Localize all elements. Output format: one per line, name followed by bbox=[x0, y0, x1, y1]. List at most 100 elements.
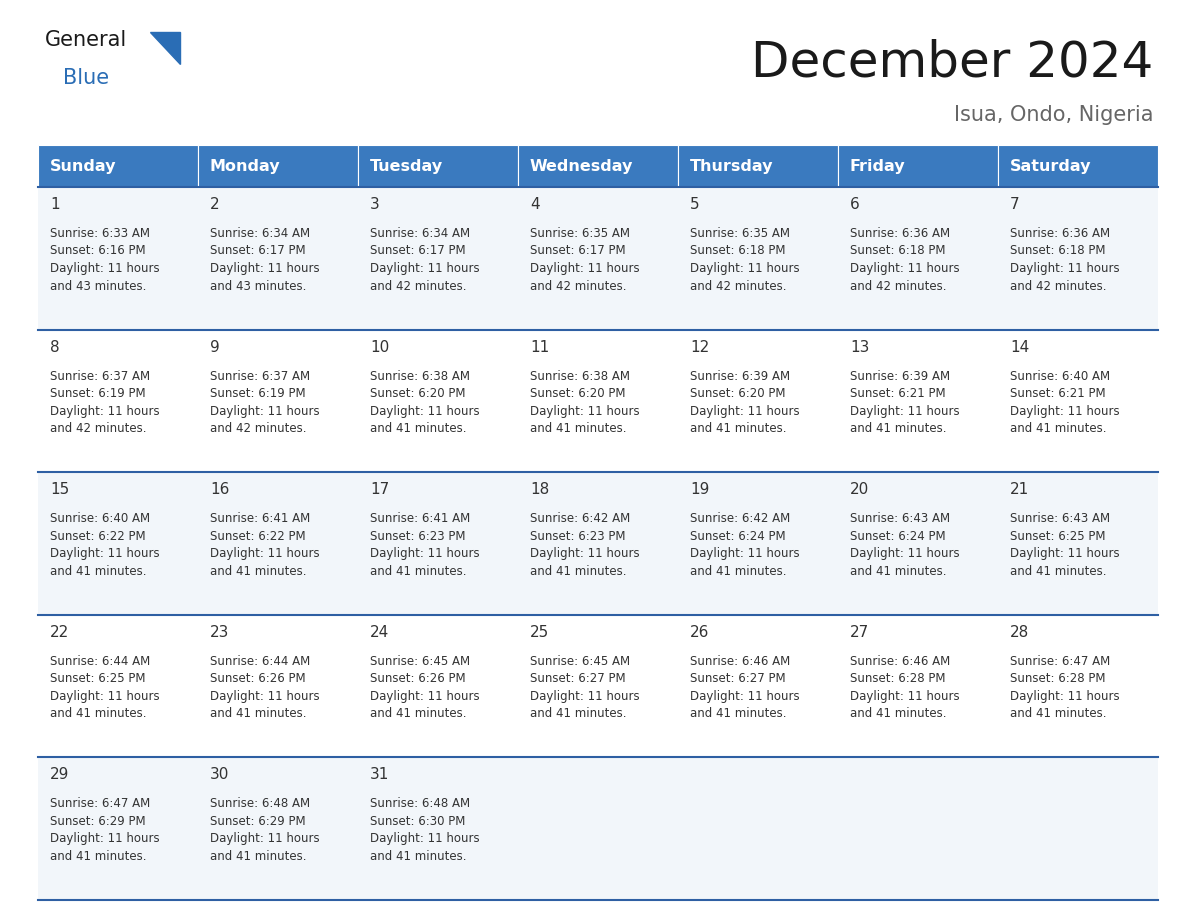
Text: 25: 25 bbox=[530, 625, 549, 640]
Text: 8: 8 bbox=[50, 340, 59, 354]
Text: Sunrise: 6:48 AM
Sunset: 6:30 PM
Daylight: 11 hours
and 41 minutes.: Sunrise: 6:48 AM Sunset: 6:30 PM Dayligh… bbox=[369, 798, 480, 863]
Bar bbox=[998, 187, 1158, 330]
Text: 28: 28 bbox=[1010, 625, 1029, 640]
Bar bbox=[678, 472, 838, 615]
Bar bbox=[518, 472, 678, 615]
Bar bbox=[518, 757, 678, 900]
Bar bbox=[838, 145, 998, 187]
Bar bbox=[358, 757, 518, 900]
Text: Sunrise: 6:40 AM
Sunset: 6:22 PM
Daylight: 11 hours
and 41 minutes.: Sunrise: 6:40 AM Sunset: 6:22 PM Dayligh… bbox=[50, 512, 159, 577]
Bar bbox=[838, 615, 998, 757]
Text: Sunrise: 6:34 AM
Sunset: 6:17 PM
Daylight: 11 hours
and 43 minutes.: Sunrise: 6:34 AM Sunset: 6:17 PM Dayligh… bbox=[210, 227, 320, 293]
Text: Sunrise: 6:36 AM
Sunset: 6:18 PM
Daylight: 11 hours
and 42 minutes.: Sunrise: 6:36 AM Sunset: 6:18 PM Dayligh… bbox=[1010, 227, 1119, 293]
Text: Sunrise: 6:33 AM
Sunset: 6:16 PM
Daylight: 11 hours
and 43 minutes.: Sunrise: 6:33 AM Sunset: 6:16 PM Dayligh… bbox=[50, 227, 159, 293]
Text: Sunrise: 6:41 AM
Sunset: 6:23 PM
Daylight: 11 hours
and 41 minutes.: Sunrise: 6:41 AM Sunset: 6:23 PM Dayligh… bbox=[369, 512, 480, 577]
Text: 15: 15 bbox=[50, 482, 69, 498]
Bar bbox=[678, 757, 838, 900]
Bar bbox=[38, 472, 198, 615]
Text: December 2024: December 2024 bbox=[751, 38, 1154, 86]
Text: Sunrise: 6:41 AM
Sunset: 6:22 PM
Daylight: 11 hours
and 41 minutes.: Sunrise: 6:41 AM Sunset: 6:22 PM Dayligh… bbox=[210, 512, 320, 577]
Text: 18: 18 bbox=[530, 482, 549, 498]
Bar bbox=[838, 330, 998, 472]
Text: Sunrise: 6:48 AM
Sunset: 6:29 PM
Daylight: 11 hours
and 41 minutes.: Sunrise: 6:48 AM Sunset: 6:29 PM Dayligh… bbox=[210, 798, 320, 863]
Bar bbox=[358, 615, 518, 757]
Text: Blue: Blue bbox=[63, 68, 109, 88]
Text: 21: 21 bbox=[1010, 482, 1029, 498]
Text: 26: 26 bbox=[690, 625, 709, 640]
Text: 10: 10 bbox=[369, 340, 390, 354]
Text: Sunrise: 6:37 AM
Sunset: 6:19 PM
Daylight: 11 hours
and 42 minutes.: Sunrise: 6:37 AM Sunset: 6:19 PM Dayligh… bbox=[210, 370, 320, 435]
Text: Saturday: Saturday bbox=[1010, 159, 1092, 174]
Text: Sunrise: 6:45 AM
Sunset: 6:27 PM
Daylight: 11 hours
and 41 minutes.: Sunrise: 6:45 AM Sunset: 6:27 PM Dayligh… bbox=[530, 655, 639, 721]
Bar bbox=[198, 145, 358, 187]
Bar bbox=[198, 472, 358, 615]
Text: Sunrise: 6:34 AM
Sunset: 6:17 PM
Daylight: 11 hours
and 42 minutes.: Sunrise: 6:34 AM Sunset: 6:17 PM Dayligh… bbox=[369, 227, 480, 293]
Text: 4: 4 bbox=[530, 197, 539, 212]
Bar bbox=[38, 757, 198, 900]
Bar bbox=[998, 330, 1158, 472]
Bar bbox=[998, 145, 1158, 187]
Text: Sunrise: 6:38 AM
Sunset: 6:20 PM
Daylight: 11 hours
and 41 minutes.: Sunrise: 6:38 AM Sunset: 6:20 PM Dayligh… bbox=[369, 370, 480, 435]
Text: Sunrise: 6:39 AM
Sunset: 6:21 PM
Daylight: 11 hours
and 41 minutes.: Sunrise: 6:39 AM Sunset: 6:21 PM Dayligh… bbox=[849, 370, 960, 435]
Text: Sunrise: 6:45 AM
Sunset: 6:26 PM
Daylight: 11 hours
and 41 minutes.: Sunrise: 6:45 AM Sunset: 6:26 PM Dayligh… bbox=[369, 655, 480, 721]
Bar bbox=[358, 472, 518, 615]
Bar bbox=[38, 615, 198, 757]
Text: Sunrise: 6:47 AM
Sunset: 6:28 PM
Daylight: 11 hours
and 41 minutes.: Sunrise: 6:47 AM Sunset: 6:28 PM Dayligh… bbox=[1010, 655, 1119, 721]
Text: 13: 13 bbox=[849, 340, 870, 354]
Bar bbox=[38, 330, 198, 472]
Text: Sunrise: 6:39 AM
Sunset: 6:20 PM
Daylight: 11 hours
and 41 minutes.: Sunrise: 6:39 AM Sunset: 6:20 PM Dayligh… bbox=[690, 370, 800, 435]
Bar bbox=[518, 187, 678, 330]
Text: Sunrise: 6:42 AM
Sunset: 6:24 PM
Daylight: 11 hours
and 41 minutes.: Sunrise: 6:42 AM Sunset: 6:24 PM Dayligh… bbox=[690, 512, 800, 577]
Text: Sunday: Sunday bbox=[50, 159, 116, 174]
Bar bbox=[998, 615, 1158, 757]
Text: Sunrise: 6:40 AM
Sunset: 6:21 PM
Daylight: 11 hours
and 41 minutes.: Sunrise: 6:40 AM Sunset: 6:21 PM Dayligh… bbox=[1010, 370, 1119, 435]
Text: Sunrise: 6:47 AM
Sunset: 6:29 PM
Daylight: 11 hours
and 41 minutes.: Sunrise: 6:47 AM Sunset: 6:29 PM Dayligh… bbox=[50, 798, 159, 863]
Bar bbox=[198, 187, 358, 330]
Bar bbox=[678, 145, 838, 187]
Text: General: General bbox=[45, 30, 127, 50]
Text: Sunrise: 6:44 AM
Sunset: 6:25 PM
Daylight: 11 hours
and 41 minutes.: Sunrise: 6:44 AM Sunset: 6:25 PM Dayligh… bbox=[50, 655, 159, 721]
Text: 12: 12 bbox=[690, 340, 709, 354]
Text: 24: 24 bbox=[369, 625, 390, 640]
Bar bbox=[198, 330, 358, 472]
Bar bbox=[198, 615, 358, 757]
Bar bbox=[198, 757, 358, 900]
Text: 2: 2 bbox=[210, 197, 220, 212]
Bar bbox=[358, 145, 518, 187]
Text: Sunrise: 6:38 AM
Sunset: 6:20 PM
Daylight: 11 hours
and 41 minutes.: Sunrise: 6:38 AM Sunset: 6:20 PM Dayligh… bbox=[530, 370, 639, 435]
Text: 20: 20 bbox=[849, 482, 870, 498]
Text: Sunrise: 6:43 AM
Sunset: 6:25 PM
Daylight: 11 hours
and 41 minutes.: Sunrise: 6:43 AM Sunset: 6:25 PM Dayligh… bbox=[1010, 512, 1119, 577]
Text: 31: 31 bbox=[369, 767, 390, 782]
Bar bbox=[838, 187, 998, 330]
Text: Sunrise: 6:36 AM
Sunset: 6:18 PM
Daylight: 11 hours
and 42 minutes.: Sunrise: 6:36 AM Sunset: 6:18 PM Dayligh… bbox=[849, 227, 960, 293]
Bar bbox=[838, 472, 998, 615]
Text: Isua, Ondo, Nigeria: Isua, Ondo, Nigeria bbox=[954, 105, 1154, 125]
Text: Sunrise: 6:46 AM
Sunset: 6:28 PM
Daylight: 11 hours
and 41 minutes.: Sunrise: 6:46 AM Sunset: 6:28 PM Dayligh… bbox=[849, 655, 960, 721]
Bar bbox=[518, 145, 678, 187]
Bar bbox=[998, 757, 1158, 900]
Text: Sunrise: 6:37 AM
Sunset: 6:19 PM
Daylight: 11 hours
and 42 minutes.: Sunrise: 6:37 AM Sunset: 6:19 PM Dayligh… bbox=[50, 370, 159, 435]
Text: 3: 3 bbox=[369, 197, 380, 212]
Text: 30: 30 bbox=[210, 767, 229, 782]
Text: 16: 16 bbox=[210, 482, 229, 498]
Bar bbox=[518, 615, 678, 757]
Text: 14: 14 bbox=[1010, 340, 1029, 354]
Text: Wednesday: Wednesday bbox=[530, 159, 633, 174]
Text: Sunrise: 6:44 AM
Sunset: 6:26 PM
Daylight: 11 hours
and 41 minutes.: Sunrise: 6:44 AM Sunset: 6:26 PM Dayligh… bbox=[210, 655, 320, 721]
Bar bbox=[678, 615, 838, 757]
Text: Sunrise: 6:35 AM
Sunset: 6:17 PM
Daylight: 11 hours
and 42 minutes.: Sunrise: 6:35 AM Sunset: 6:17 PM Dayligh… bbox=[530, 227, 639, 293]
Text: 17: 17 bbox=[369, 482, 390, 498]
Text: 29: 29 bbox=[50, 767, 69, 782]
Bar bbox=[838, 757, 998, 900]
Text: Friday: Friday bbox=[849, 159, 905, 174]
Bar bbox=[38, 187, 198, 330]
Text: 27: 27 bbox=[849, 625, 870, 640]
Text: Sunrise: 6:35 AM
Sunset: 6:18 PM
Daylight: 11 hours
and 42 minutes.: Sunrise: 6:35 AM Sunset: 6:18 PM Dayligh… bbox=[690, 227, 800, 293]
Text: 7: 7 bbox=[1010, 197, 1019, 212]
Text: Sunrise: 6:46 AM
Sunset: 6:27 PM
Daylight: 11 hours
and 41 minutes.: Sunrise: 6:46 AM Sunset: 6:27 PM Dayligh… bbox=[690, 655, 800, 721]
Text: Monday: Monday bbox=[210, 159, 280, 174]
Text: 19: 19 bbox=[690, 482, 709, 498]
Text: Sunrise: 6:43 AM
Sunset: 6:24 PM
Daylight: 11 hours
and 41 minutes.: Sunrise: 6:43 AM Sunset: 6:24 PM Dayligh… bbox=[849, 512, 960, 577]
Text: Sunrise: 6:42 AM
Sunset: 6:23 PM
Daylight: 11 hours
and 41 minutes.: Sunrise: 6:42 AM Sunset: 6:23 PM Dayligh… bbox=[530, 512, 639, 577]
Text: 11: 11 bbox=[530, 340, 549, 354]
